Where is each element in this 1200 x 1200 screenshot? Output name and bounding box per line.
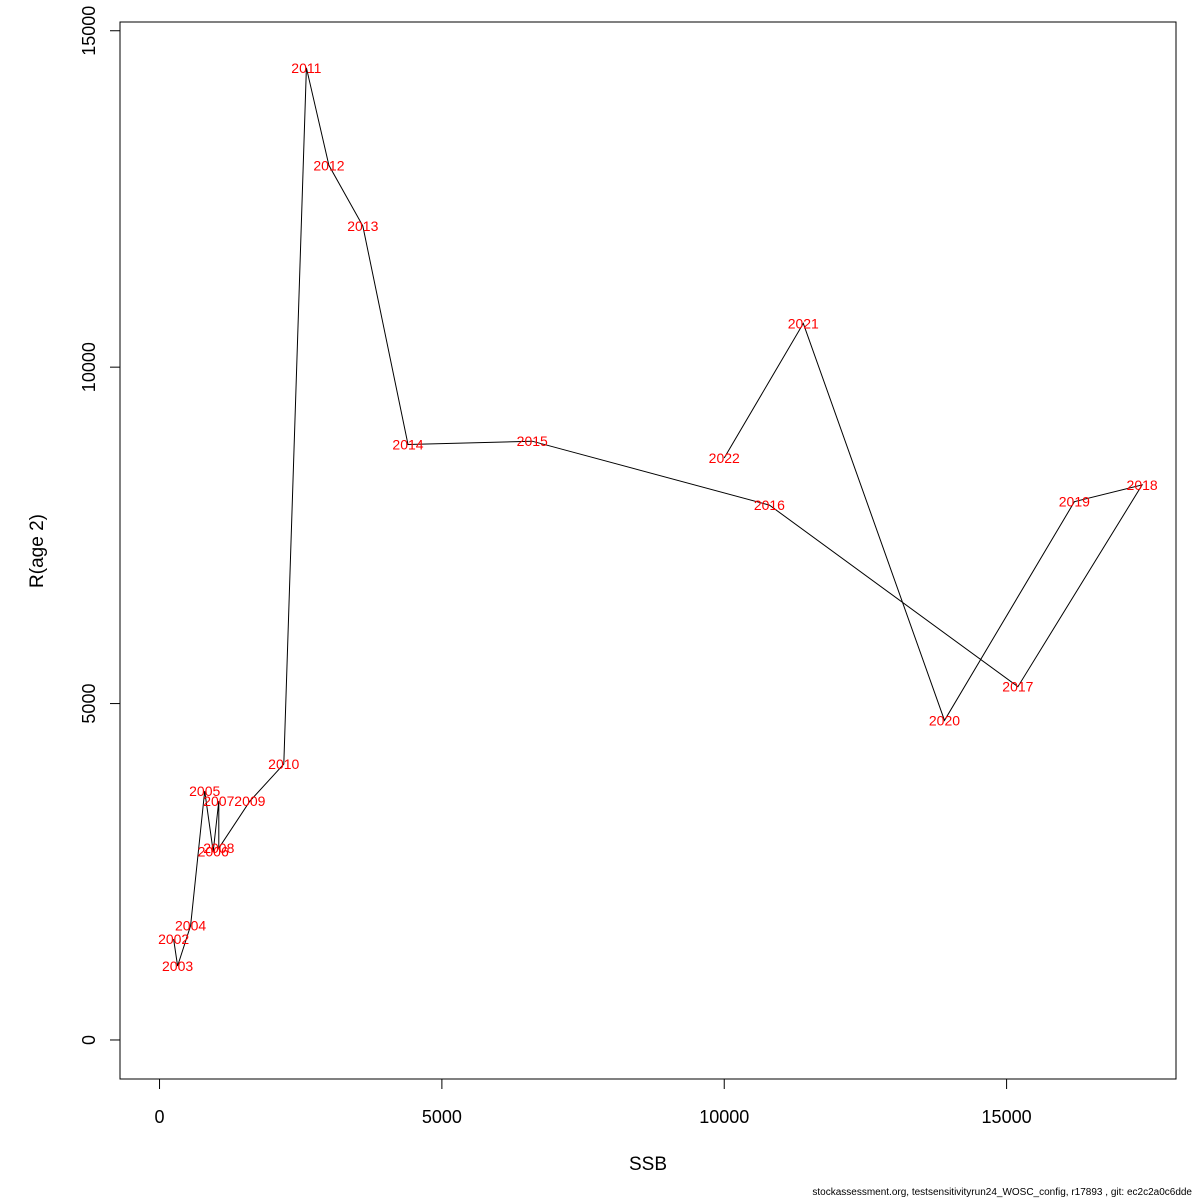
y-tick-label: 0 (79, 1035, 99, 1045)
point-label-2014: 2014 (392, 437, 423, 453)
y-tick-label: 15000 (79, 6, 99, 56)
point-label-2016: 2016 (754, 497, 785, 513)
series-line (173, 67, 1144, 967)
point-label-2020: 2020 (929, 712, 960, 728)
point-label-2011: 2011 (291, 60, 321, 76)
x-tick-label: 5000 (422, 1107, 462, 1127)
x-tick-label: 15000 (982, 1107, 1032, 1127)
point-label-2013: 2013 (347, 218, 378, 234)
plot-frame (119, 21, 1177, 1080)
point-label-2015: 2015 (517, 433, 548, 449)
point-label-2018: 2018 (1127, 477, 1158, 493)
point-label-2008: 2008 (203, 840, 234, 856)
point-label-2017: 2017 (1002, 679, 1033, 695)
x-axis-title: SSB (629, 1154, 667, 1175)
x-tick-label: 10000 (699, 1107, 749, 1127)
footer-source: stockassessment.org, testsensitivityrun2… (812, 1187, 1192, 1198)
point-label-2019: 2019 (1059, 494, 1090, 510)
point-label-2004: 2004 (175, 918, 206, 934)
y-axis-title: R(age 2) (27, 514, 48, 588)
srr-line (173, 67, 1144, 967)
point-label-2021: 2021 (788, 315, 819, 331)
point-label-2002: 2002 (158, 931, 189, 947)
point-label-2009: 2009 (234, 793, 265, 809)
y-tick-label: 10000 (79, 342, 99, 392)
y-tick-label: 5000 (79, 684, 99, 724)
point-label-2005: 2005 (189, 783, 220, 799)
y-axis: 0 5000 10000 15000 (79, 6, 121, 1045)
point-label-2022: 2022 (709, 450, 740, 466)
point-label-2010: 2010 (268, 756, 299, 772)
point-label-2007: 2007 (203, 793, 234, 809)
x-axis: 0 5000 10000 15000 (155, 1078, 1032, 1127)
point-label-2003: 2003 (162, 958, 193, 974)
x-tick-label: 0 (155, 1107, 165, 1127)
point-labels: 2002 2003 2004 2005 2006 2007 2008 2009 2010 2011… (158, 60, 1158, 974)
point-label-2006: 2006 (198, 844, 229, 860)
point-label-2012: 2012 (313, 157, 344, 173)
